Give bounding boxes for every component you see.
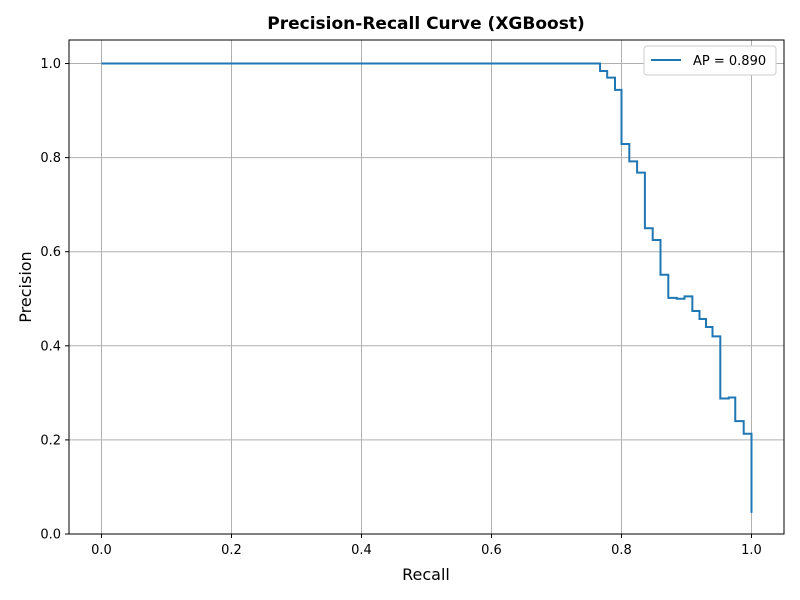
y-tick-label: 1.0 [40,57,61,72]
y-tick-label: 0.6 [40,245,61,260]
y-axis-label: Precision [16,251,35,322]
series-layer [101,62,753,513]
legend-box [643,45,777,76]
chart-title: Precision-Recall Curve (XGBoost) [267,14,584,34]
y-tick-label: 0.8 [40,151,61,166]
legend-entry-label: AP = 0.890 [693,54,766,69]
y-tick-label: 0.2 [40,433,61,448]
plot-frame [68,39,785,535]
tick-layer: 0.0 0.2 0.4 0.6 0.8 1.0 0.0 0.2 0.4 0.6 0.8 1.0 [40,57,762,558]
x-tick-label: 0.8 [611,543,632,558]
y-tick-label: 0.0 [40,528,61,543]
x-tick-label: 0.0 [91,543,112,558]
legend: AP = 0.890 [643,45,777,76]
x-axis-label: Recall [402,565,450,584]
x-tick-label: 0.2 [221,543,242,558]
pr-curve-line [101,62,753,513]
y-tick-label: 0.4 [40,339,61,354]
x-tick-label: 1.0 [741,543,762,558]
x-tick-label: 0.6 [481,543,502,558]
x-tick-label: 0.4 [351,543,372,558]
